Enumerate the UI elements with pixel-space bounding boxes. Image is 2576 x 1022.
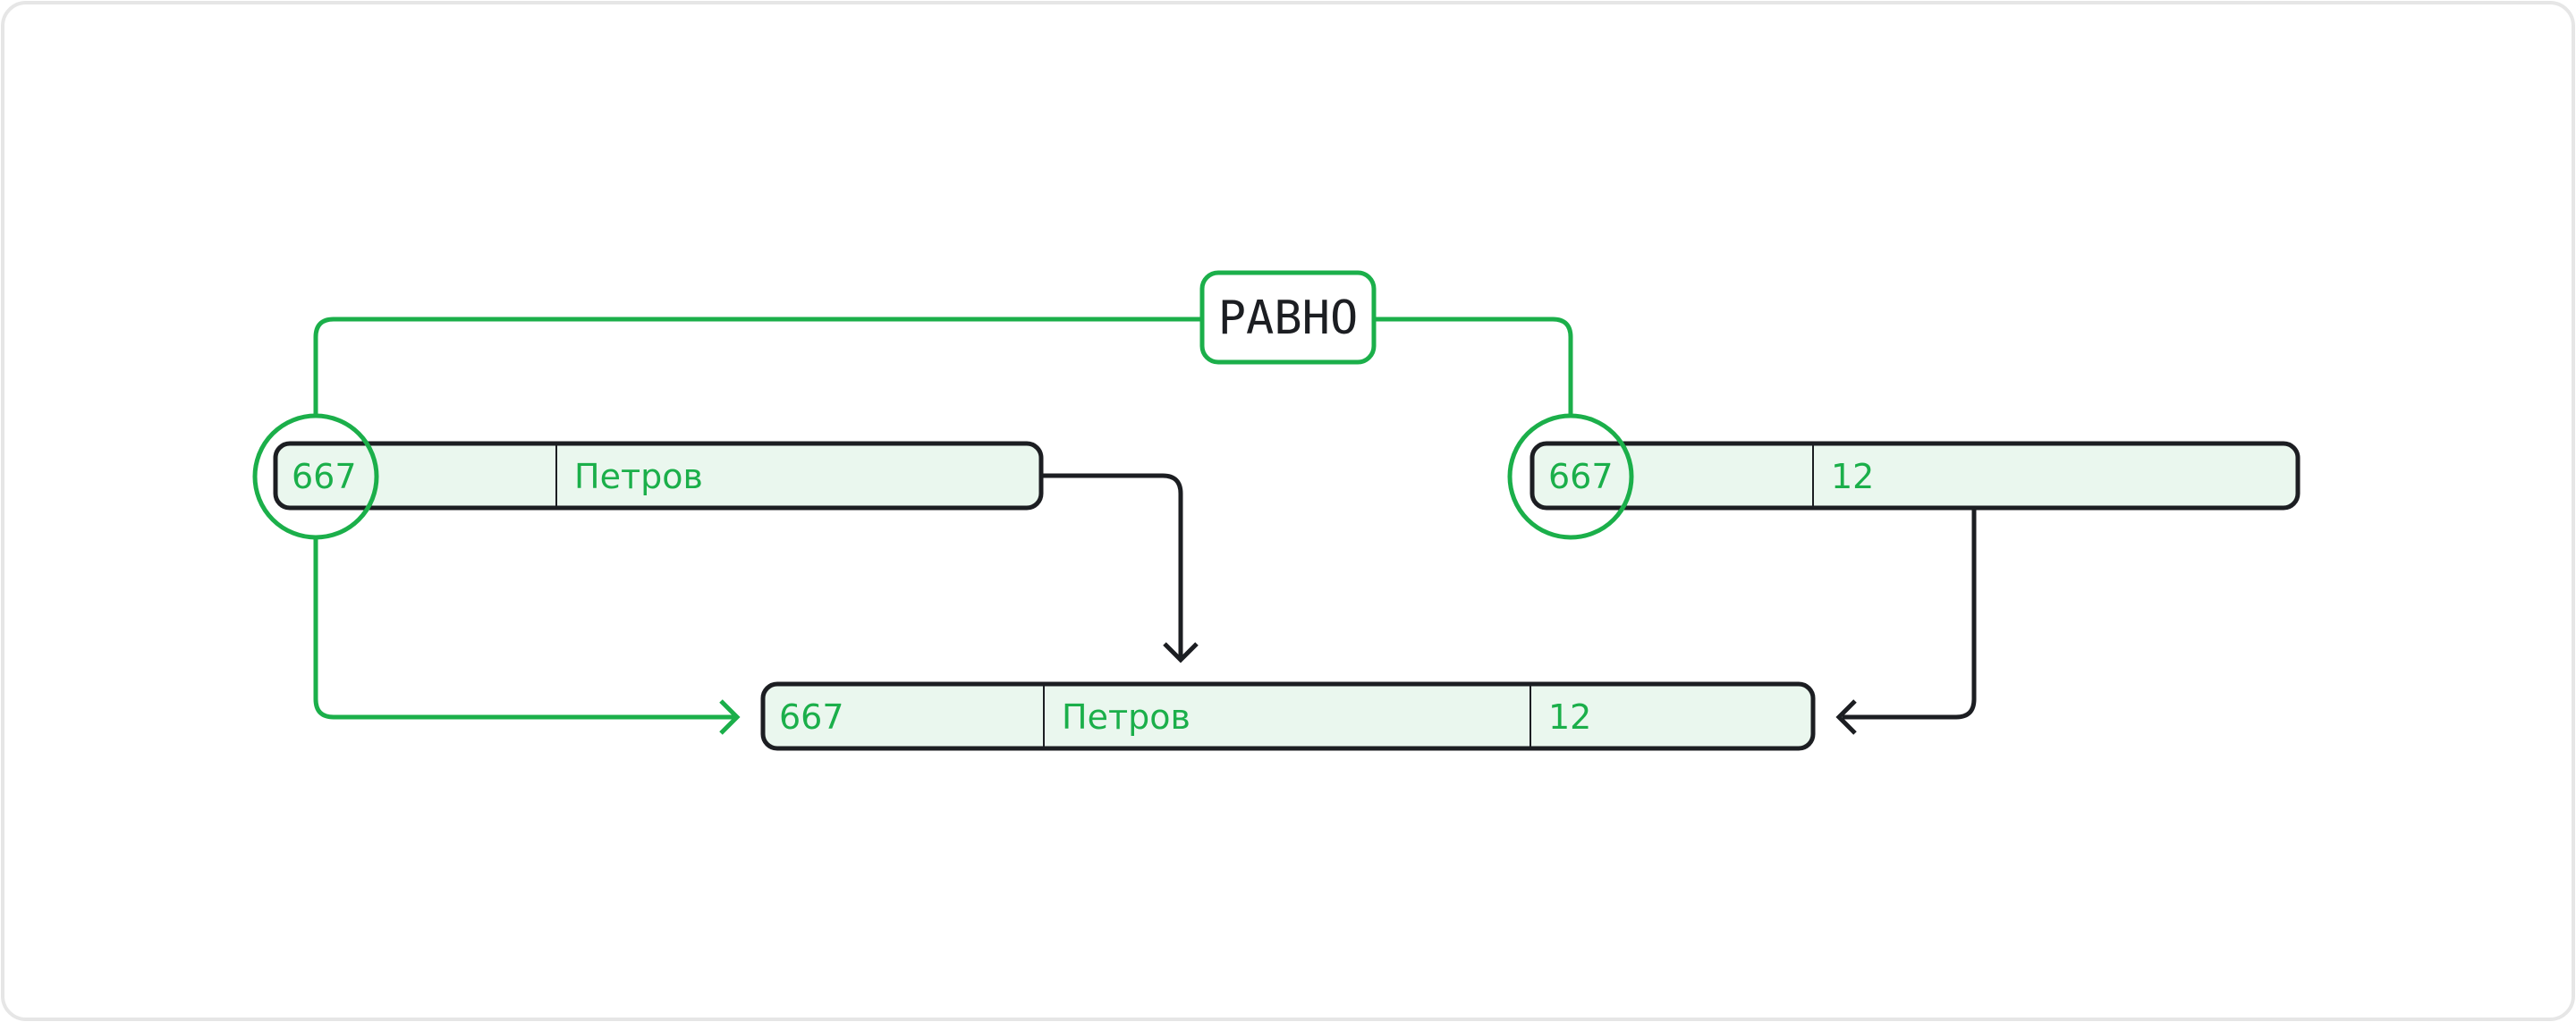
- right-table-key-cell: 667: [1548, 457, 1614, 496]
- right-key-highlight-circle: [1507, 413, 1634, 540]
- left-flow-arrow-line: [1041, 473, 1183, 660]
- left-table-name-cell: Петров: [574, 457, 703, 496]
- right-table-row: [1530, 441, 2301, 511]
- result-table-value-cell: 12: [1548, 697, 1591, 737]
- result-table-name-cell: Петров: [1062, 697, 1191, 737]
- key-flow-arrow-line: [313, 537, 735, 720]
- equals-label-box: [1199, 270, 1377, 365]
- left-table-key-cell: 667: [292, 457, 357, 496]
- key-flow-arrowhead-icon: [719, 699, 741, 735]
- left-flow-arrowhead-icon: [1163, 642, 1199, 663]
- result-table-key-cell: 667: [779, 697, 844, 737]
- result-table-row: [760, 681, 1816, 751]
- right-flow-arrowhead-icon: [1835, 699, 1857, 735]
- right-table-value-cell: 12: [1831, 457, 1874, 496]
- equality-connector: [313, 317, 1573, 417]
- equals-label: РАВНО: [1218, 291, 1359, 345]
- right-flow-arrow-line: [1843, 508, 1977, 720]
